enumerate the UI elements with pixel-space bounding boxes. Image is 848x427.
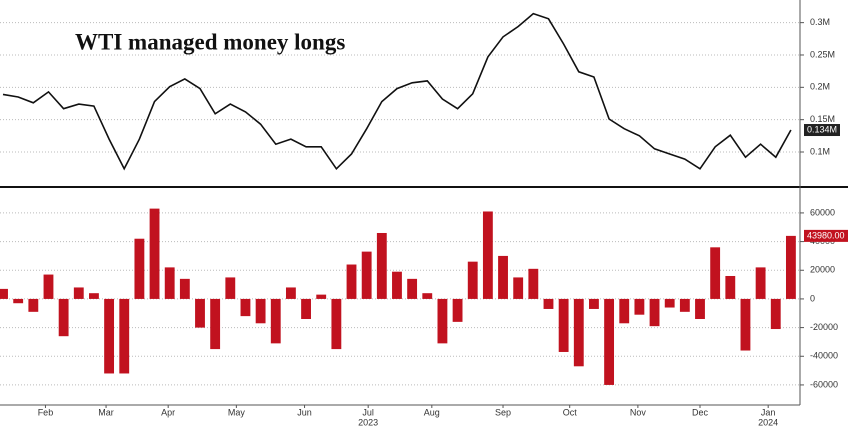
chart-title: WTI managed money longs: [75, 29, 345, 54]
bar: [361, 251, 372, 299]
bar: [422, 293, 433, 299]
bar: [149, 208, 160, 299]
y-tick-label: 0.15M: [810, 114, 835, 124]
x-tick-label: Oct: [563, 407, 578, 417]
x-tick-label: Jun: [297, 407, 312, 417]
bar: [589, 298, 599, 309]
bar: [619, 298, 630, 324]
x-tick-label: Apr: [161, 407, 175, 417]
y-tick-label: 0.25M: [810, 49, 835, 59]
bar: [210, 298, 221, 350]
bar: [513, 277, 524, 299]
bar: [437, 298, 448, 344]
bar: [543, 298, 554, 309]
x-tick-label: Jul: [362, 407, 374, 417]
bar: [331, 298, 342, 350]
year-label: 2024: [758, 417, 778, 427]
bar: [270, 298, 281, 344]
bar: [740, 298, 751, 351]
bar: [482, 211, 493, 299]
bar: [346, 264, 357, 299]
x-tick-label: Feb: [38, 407, 54, 417]
bar: [558, 298, 569, 352]
y-tick-label: 0.2M: [810, 82, 830, 92]
bar: [695, 298, 705, 319]
y-tick-label: 60000: [810, 207, 835, 217]
x-tick-label: May: [228, 407, 246, 417]
bar: [604, 298, 615, 385]
bar: [392, 271, 402, 299]
bar: [649, 298, 660, 327]
bar: [13, 298, 24, 304]
bar: [164, 267, 175, 299]
y-tick-label: 0.1M: [810, 146, 830, 156]
bar: [725, 275, 736, 299]
bar: [467, 261, 478, 299]
bar: [240, 298, 251, 317]
bar: [376, 232, 387, 299]
last-value-box: [804, 229, 848, 242]
line: [2, 12, 792, 171]
bar: [528, 268, 539, 299]
bar: [573, 298, 584, 367]
bar: [28, 298, 39, 312]
x-tick-label: Dec: [692, 407, 709, 417]
bar: [43, 274, 54, 299]
y-tick-label: -20000: [810, 322, 838, 332]
x-tick-label: Jan: [761, 407, 776, 417]
bar: [104, 298, 115, 374]
bar: [134, 238, 145, 299]
bar: [225, 277, 236, 299]
x-tick-label: Sep: [495, 407, 511, 417]
bar: [73, 287, 84, 299]
y-tick-label: 0: [810, 293, 815, 303]
bar: [195, 298, 205, 328]
bar: [179, 278, 190, 299]
bar: [679, 298, 690, 312]
y-tick-label: 0.3M: [810, 17, 830, 27]
last-value-label: 0.134M: [807, 124, 837, 134]
bar: [407, 278, 418, 299]
year-label: 2023: [358, 417, 378, 427]
bar: [755, 267, 766, 299]
bar: [452, 298, 463, 322]
y-tick-label: -60000: [810, 379, 838, 389]
bar: [58, 298, 69, 337]
bar: [498, 255, 508, 299]
bar: [316, 294, 327, 299]
bar: [119, 298, 130, 374]
bar: [634, 298, 645, 315]
y-tick-label: 20000: [810, 265, 835, 275]
bar: [301, 298, 311, 319]
x-tick-label: Mar: [98, 407, 114, 417]
bar: [285, 287, 296, 299]
bar: [255, 298, 266, 324]
bar: [0, 288, 8, 299]
bar: [770, 298, 781, 330]
bar: [785, 235, 796, 299]
bar: [89, 293, 99, 299]
x-tick-label: Nov: [630, 407, 647, 417]
bar: [710, 247, 721, 299]
x-tick-label: Aug: [424, 407, 440, 417]
bar: [664, 298, 675, 308]
last-value-label: 43980.00: [807, 230, 845, 240]
last-value-box: [804, 124, 840, 137]
y-tick-label: -40000: [810, 351, 838, 361]
